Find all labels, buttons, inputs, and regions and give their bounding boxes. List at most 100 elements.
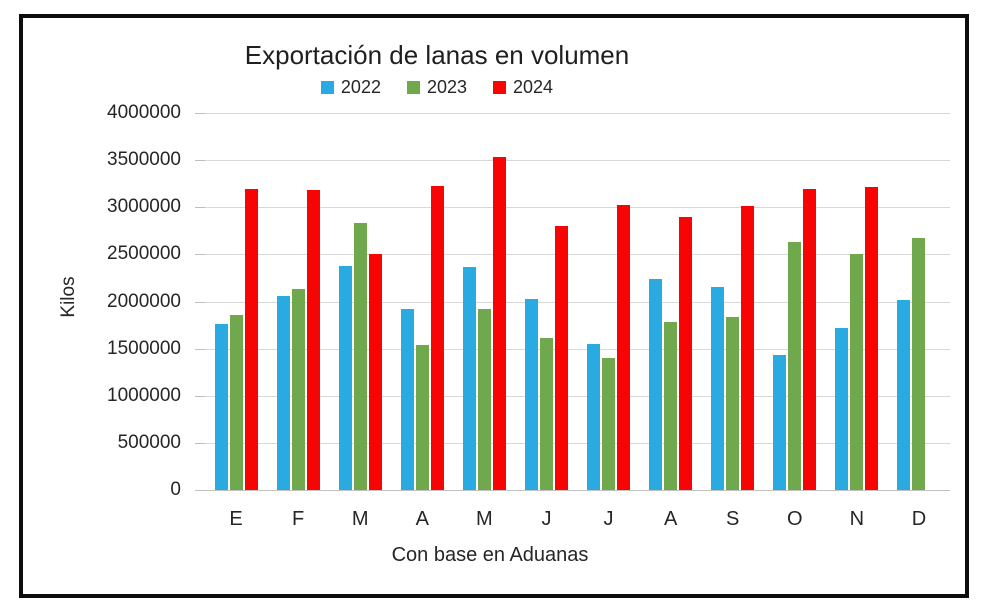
y-axis-tick	[195, 160, 205, 162]
bar-2022	[587, 343, 601, 490]
x-axis-tick-label: E	[229, 508, 243, 530]
x-axis-tick-label: S	[726, 508, 740, 530]
legend-label: 2023	[426, 77, 468, 97]
y-axis-tick-label: 2000000	[107, 290, 181, 312]
gridline	[205, 395, 950, 397]
y-axis-tick-label: 2500000	[107, 243, 181, 265]
x-axis-tick-label: M	[476, 508, 493, 530]
bar-2022	[711, 287, 725, 490]
bar-2023	[602, 358, 616, 490]
bar-2023	[291, 289, 305, 490]
x-axis-tick-label: J	[603, 508, 614, 530]
x-axis-title: Con base en Aduanas	[391, 544, 589, 566]
chart-title: Exportación de lanas en volumen	[244, 40, 630, 70]
bar-2023	[477, 309, 491, 490]
bar-2022	[338, 265, 352, 490]
bar-2024	[368, 254, 382, 490]
legend-label: 2022	[340, 77, 381, 97]
legend-item-2024: 2024	[493, 77, 553, 98]
y-axis-tick-label: 3000000	[107, 196, 181, 218]
bar-2022	[462, 266, 476, 490]
legend-item-2022: 2022	[320, 77, 381, 98]
x-axis-line	[205, 490, 950, 491]
bar-2024	[617, 205, 631, 490]
bar-2024	[803, 189, 817, 490]
bar-2024	[492, 157, 506, 490]
legend-swatch-icon	[320, 81, 334, 94]
x-axis-tick-label: D	[911, 508, 927, 530]
legend-label: 2024	[513, 77, 554, 97]
bar-2024	[554, 226, 568, 490]
y-axis-tick	[195, 490, 205, 491]
bar-2023	[353, 223, 367, 490]
bar-group	[515, 113, 577, 490]
gridline	[205, 348, 950, 350]
y-axis-tick	[195, 207, 205, 209]
bar-2024	[244, 189, 258, 490]
x-axis-tick-label: J	[541, 508, 552, 530]
gridline	[205, 442, 950, 444]
bar-2023	[539, 338, 553, 490]
bar-2022	[524, 298, 538, 490]
y-axis-tick-label: 1500000	[107, 337, 181, 359]
chart-legend: 2022 2023 2024	[23, 77, 851, 98]
y-axis-tick-label: 1000000	[107, 384, 181, 406]
bar-group	[888, 113, 950, 490]
bar-group	[453, 113, 515, 490]
bar-2024	[741, 206, 755, 490]
bar-2023	[850, 254, 864, 490]
plot-area: 0 500000 1000000 1500000 2000000 2500000 30000…	[107, 102, 950, 530]
bar-2024	[430, 185, 444, 490]
y-axis-tick-label: 500000	[117, 431, 181, 453]
bar-2022	[835, 327, 849, 490]
legend-item-2023: 2023	[406, 77, 468, 98]
bar-2022	[897, 299, 911, 490]
gridline	[205, 113, 950, 114]
bar-2022	[214, 324, 228, 490]
bar-2022	[276, 295, 290, 490]
x-axis-tick-label: A	[663, 508, 678, 530]
bar-group	[391, 113, 453, 490]
x-axis-tick-label: N	[849, 508, 865, 530]
y-axis-tick-label: 0	[170, 479, 181, 500]
x-axis-tick-label: A	[415, 508, 429, 530]
bar-2024	[679, 216, 693, 490]
bar-group	[640, 113, 702, 490]
legend-swatch-icon	[493, 81, 507, 94]
y-axis-tick-label: 3500000	[107, 149, 181, 171]
bar-2023	[664, 322, 678, 490]
bar-2023	[415, 344, 429, 490]
bar-2022	[649, 278, 663, 490]
gridline	[205, 160, 950, 162]
bar-group	[329, 113, 391, 490]
chart-header: Exportación de lanas en volumen 2022 2023…	[23, 40, 851, 98]
gridline	[205, 254, 950, 256]
bar-2024	[865, 187, 879, 490]
bar-2023	[726, 316, 740, 490]
x-axis-tick-label: F	[292, 508, 305, 530]
y-axis-tick	[195, 301, 205, 303]
bar-group	[205, 113, 267, 490]
bar-group	[826, 113, 888, 490]
gridline	[205, 207, 950, 209]
gridline	[205, 301, 950, 303]
bar-2023	[788, 242, 802, 490]
x-axis-tick-label: M	[351, 508, 369, 530]
legend-swatch-icon	[406, 81, 420, 94]
y-axis-tick	[195, 395, 205, 397]
bar-group	[702, 113, 764, 490]
bar-group	[764, 113, 826, 490]
y-axis-tick	[195, 254, 205, 256]
y-axis-tick	[195, 348, 205, 350]
bar-2023	[912, 238, 926, 490]
chart-frame: Exportación de lanas en volumen 2022 2023…	[19, 14, 969, 598]
x-axis-tick-label: O	[787, 508, 803, 530]
bar-2023	[229, 314, 243, 490]
bar-group	[578, 113, 640, 490]
y-axis-tick-label: 4000000	[107, 102, 181, 123]
bar-group	[267, 113, 329, 490]
y-axis-tick	[195, 113, 205, 114]
bar-2024	[306, 190, 320, 490]
y-axis-tick	[195, 442, 205, 444]
bar-2022	[773, 355, 787, 490]
